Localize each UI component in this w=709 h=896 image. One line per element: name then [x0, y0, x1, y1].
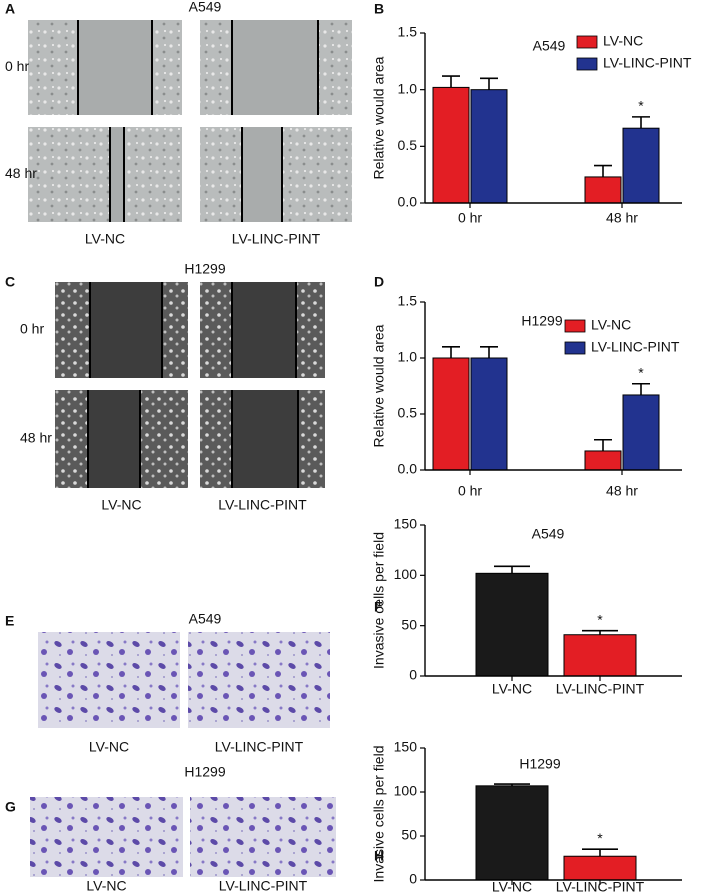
panel-letter: G — [5, 799, 16, 815]
bar — [563, 634, 637, 677]
row-label: 48 hr — [5, 165, 37, 181]
row-label: 0 hr — [20, 321, 44, 337]
wound-gap — [232, 282, 296, 378]
wound-gap — [90, 282, 162, 378]
legend-swatch — [564, 319, 586, 333]
micrograph — [38, 632, 180, 728]
bar — [432, 357, 470, 471]
y-tick-label: 0.0 — [398, 194, 418, 210]
panel-letter: H — [374, 848, 384, 864]
panel-letter: B — [374, 1, 384, 17]
wound-gap — [88, 390, 140, 488]
y-tick-label: 0 — [409, 871, 417, 887]
y-tick-label: 50 — [401, 827, 417, 843]
y-tick-label: 100 — [394, 566, 418, 582]
wound-gap — [232, 20, 318, 115]
column-label: LV-NC — [86, 878, 126, 894]
legend-label: LV-LINC-PINT — [591, 339, 680, 355]
x-tick-label: LV-LINC-PINT — [556, 879, 645, 895]
row-label: 48 hr — [20, 430, 52, 446]
y-axis-label: Invasive cells per field — [371, 532, 387, 669]
y-tick-label: 50 — [401, 616, 417, 632]
y-tick-label: 0.0 — [398, 461, 418, 477]
legend-swatch — [576, 35, 598, 49]
y-axis-label: Invasive cells per field — [371, 746, 387, 883]
panel-title: H1299 — [184, 764, 225, 780]
column-label: LV-NC — [85, 231, 125, 247]
chart-title: A549 — [533, 38, 566, 54]
micrograph — [190, 797, 336, 877]
column-label: LV-LINC-PINT — [232, 231, 321, 247]
wound-gap — [110, 127, 124, 222]
column-label: LV-LINC-PINT — [219, 878, 308, 894]
y-tick-label: 150 — [394, 739, 418, 755]
x-tick-label: 48 hr — [606, 483, 638, 499]
y-tick-label: 0.5 — [398, 137, 418, 153]
legend-swatch — [564, 341, 586, 355]
significance-marker: * — [597, 611, 603, 627]
column-label: LV-NC — [89, 739, 129, 755]
panel-title: A549 — [189, 0, 222, 15]
bar — [622, 127, 660, 204]
bar — [470, 357, 508, 471]
y-tick-label: 1.0 — [398, 349, 418, 365]
x-tick-label: LV-NC — [492, 879, 532, 895]
wound-gap — [242, 127, 282, 222]
panel-letter: F — [374, 599, 383, 615]
micrograph — [188, 632, 330, 728]
y-tick-label: 1.5 — [398, 293, 418, 309]
row-label: 0 hr — [5, 58, 29, 74]
column-label: LV-LINC-PINT — [215, 739, 304, 755]
panel-title: H1299 — [184, 261, 225, 277]
panel-letter: A — [5, 1, 15, 17]
y-tick-label: 150 — [394, 516, 418, 532]
legend-label: LV-NC — [603, 33, 643, 49]
micrograph — [28, 127, 182, 222]
x-tick-label: 48 hr — [606, 210, 638, 226]
bar — [622, 394, 660, 471]
bar — [563, 855, 637, 881]
micrograph — [30, 797, 183, 877]
bar — [584, 450, 622, 471]
significance-marker: * — [638, 364, 644, 380]
legend-swatch — [576, 57, 598, 71]
x-tick-label: LV-NC — [492, 681, 532, 697]
y-axis-label: Relative would area — [371, 324, 387, 447]
panel-title: A549 — [189, 611, 222, 627]
panel-letter: C — [5, 274, 15, 290]
panel-letter: D — [374, 274, 384, 290]
chart-title: A549 — [532, 526, 565, 542]
bar — [470, 89, 508, 204]
y-tick-label: 0.5 — [398, 405, 418, 421]
significance-marker: * — [597, 830, 603, 846]
bar — [432, 86, 470, 204]
y-tick-label: 0 — [409, 667, 417, 683]
column-label: LV-NC — [101, 497, 141, 513]
x-tick-label: 0 hr — [458, 210, 482, 226]
y-tick-label: 100 — [394, 783, 418, 799]
column-label: LV-LINC-PINT — [218, 497, 307, 513]
chart-title: H1299 — [519, 756, 560, 772]
chart-title: H1299 — [521, 313, 562, 329]
wound-gap — [78, 20, 152, 115]
y-tick-label: 1.0 — [398, 80, 418, 96]
bar — [475, 572, 549, 677]
bar — [584, 176, 622, 204]
x-tick-label: LV-LINC-PINT — [556, 681, 645, 697]
bar — [475, 785, 549, 881]
legend-label: LV-LINC-PINT — [603, 55, 692, 71]
y-tick-label: 1.5 — [398, 24, 418, 40]
significance-marker: * — [638, 98, 644, 114]
legend-label: LV-NC — [591, 317, 631, 333]
wound-gap — [232, 390, 298, 488]
y-axis-label: Relative would area — [371, 56, 387, 179]
panel-letter: E — [5, 613, 14, 629]
x-tick-label: 0 hr — [458, 483, 482, 499]
